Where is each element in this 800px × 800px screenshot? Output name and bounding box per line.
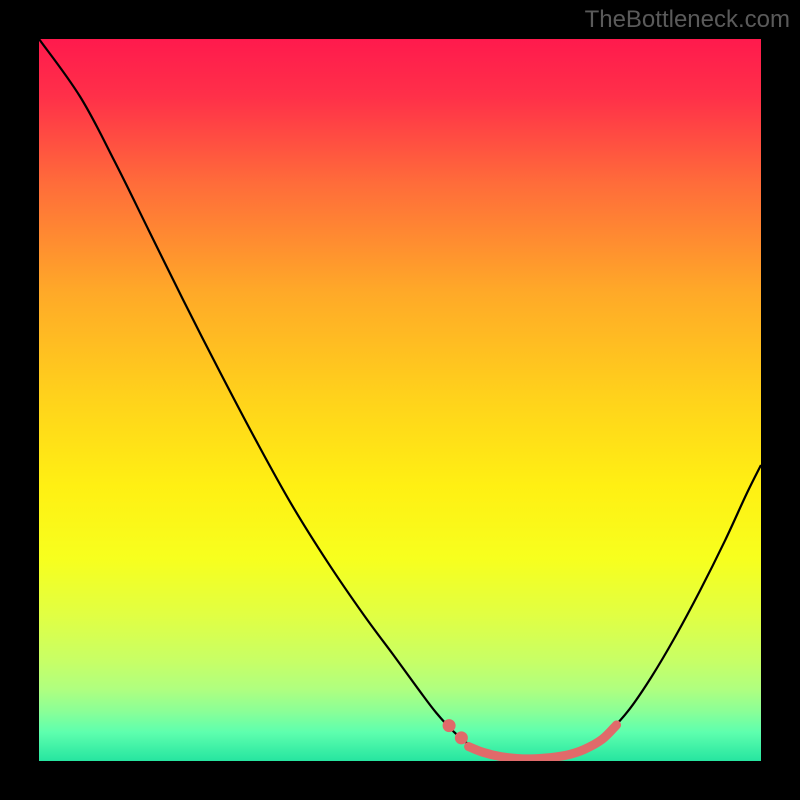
chart-plot-area (39, 39, 761, 761)
highlight-marker (455, 731, 468, 744)
chart-background (39, 39, 761, 761)
bottleneck-curve-chart (39, 39, 761, 761)
watermark-text: TheBottleneck.com (585, 6, 790, 34)
highlight-marker (443, 719, 456, 732)
